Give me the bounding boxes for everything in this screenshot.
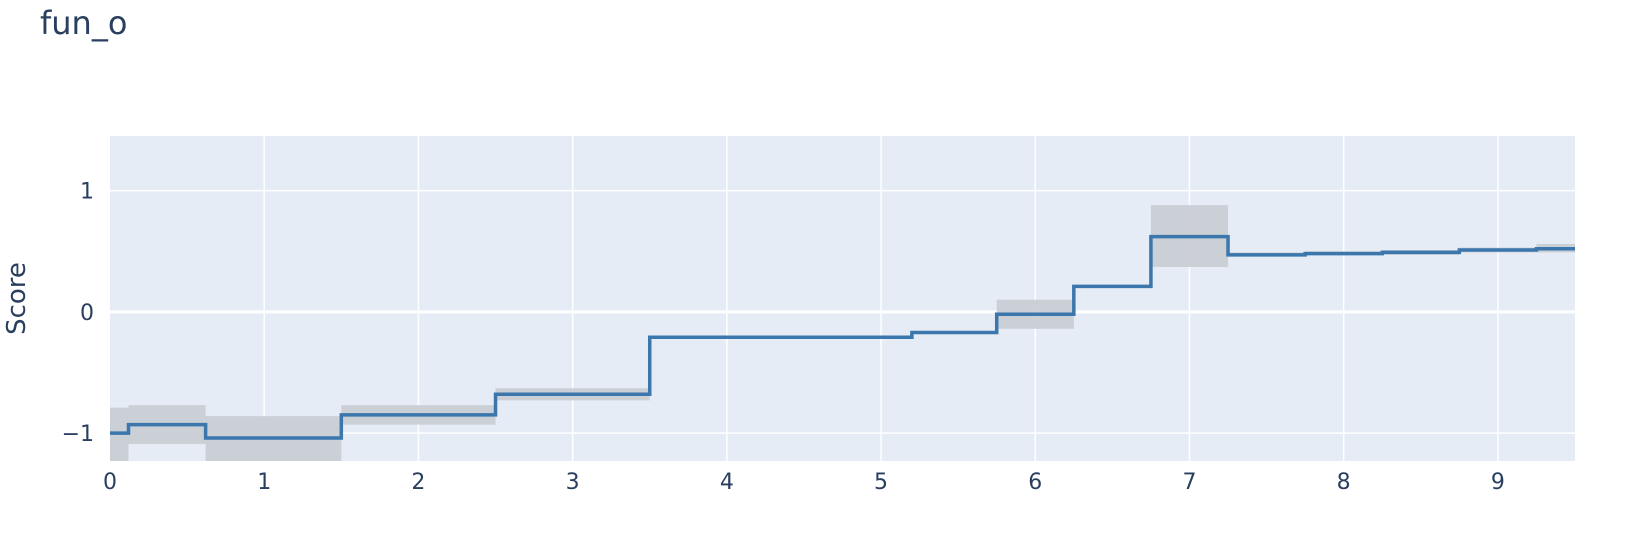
y-axis-title: Score bbox=[2, 262, 32, 335]
y-tick-label-1: 1 bbox=[80, 180, 94, 205]
x-tick-label-8: 8 bbox=[1337, 470, 1351, 495]
plot-area bbox=[110, 136, 1575, 461]
grid-layer bbox=[110, 136, 1575, 461]
x-tick-label-5: 5 bbox=[874, 470, 888, 495]
series-line-layer bbox=[110, 234, 1575, 440]
x-tick-label-9: 9 bbox=[1491, 470, 1505, 495]
x-tick-label-4: 4 bbox=[720, 470, 734, 495]
chart-title: fun_o bbox=[40, 4, 128, 42]
x-tick-label-6: 6 bbox=[1028, 470, 1042, 495]
x-tick-label-1: 1 bbox=[257, 470, 271, 495]
tick-label-layer: 0 1 2 3 4 5 6 7 8 9 −1 0 1 bbox=[62, 180, 1505, 495]
y-tick-label--1: −1 bbox=[62, 422, 94, 447]
x-tick-label-2: 2 bbox=[411, 470, 425, 495]
y-tick-label-0: 0 bbox=[80, 301, 94, 326]
series-line-0 bbox=[110, 234, 1575, 440]
x-tick-label-7: 7 bbox=[1182, 470, 1196, 495]
x-tick-label-0: 0 bbox=[103, 470, 117, 495]
x-tick-label-3: 3 bbox=[566, 470, 580, 495]
